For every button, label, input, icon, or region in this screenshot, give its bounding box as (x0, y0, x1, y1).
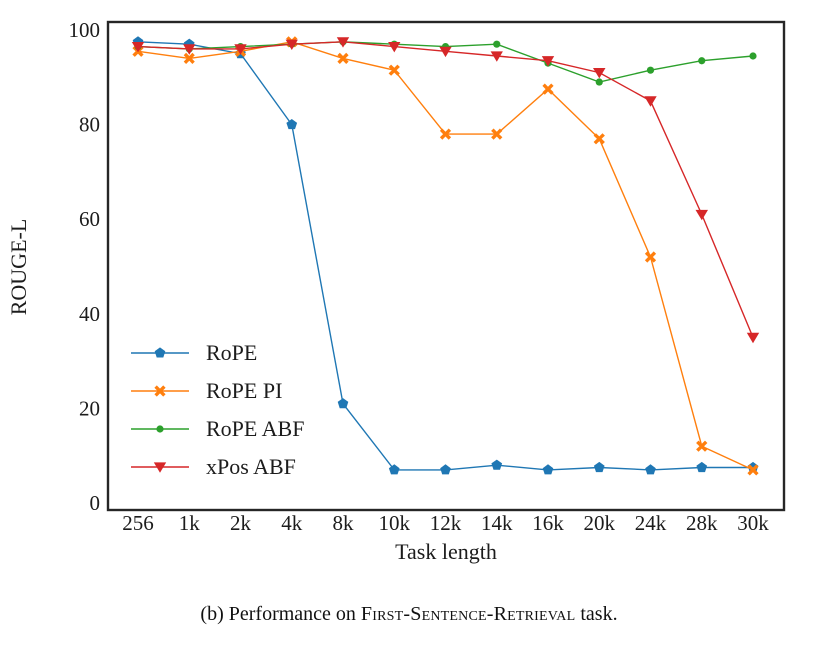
legend-label: RoPE (206, 340, 257, 365)
data-point-xpos-abf (439, 46, 452, 58)
data-point-rope (337, 398, 349, 409)
data-point-rope-abf (493, 40, 501, 48)
y-tick-label: 80 (79, 113, 100, 137)
legend-marker-x (154, 385, 166, 397)
data-point-rope-pi (183, 52, 195, 64)
y-tick-label: 100 (69, 18, 101, 42)
data-point-rope (491, 459, 503, 470)
legend-marker-triangle-down (153, 462, 167, 473)
data-point-xpos-abf (183, 44, 196, 55)
data-point-rope-pi (644, 251, 657, 263)
data-point-xpos-abf (746, 332, 760, 344)
data-point-xpos-abf (388, 42, 401, 53)
data-point-xpos-abf (490, 51, 503, 62)
y-axis-title: ROUGE-L (6, 219, 31, 316)
data-point-xpos-abf (541, 56, 555, 67)
y-tick-label: 0 (90, 491, 101, 515)
x-tick-label: 28k (686, 511, 718, 535)
legend-label: RoPE PI (206, 378, 282, 403)
rouge-l-line-chart: 0 20 40 60 80 100 256 1k 2k 4k 8k 10k 12k 14k 16k 20k 24… (6, 18, 786, 564)
data-point-rope-pi (388, 64, 400, 76)
data-point-rope (440, 464, 451, 475)
data-point-rope (696, 461, 708, 473)
x-tick-label: 1k (179, 511, 201, 535)
x-tick-label: 256 (122, 511, 154, 535)
data-point-xpos-abf (234, 44, 247, 55)
data-point-rope-abf (749, 52, 757, 60)
x-tick-label: 20k (584, 511, 616, 535)
y-tick-label: 20 (79, 396, 100, 420)
legend-label: RoPE ABF (206, 416, 304, 441)
data-point-rope-pi (593, 133, 605, 145)
data-point-rope-pi (696, 440, 708, 452)
x-tick-label: 4k (281, 511, 303, 535)
legend-marker-pentagon (154, 347, 166, 358)
data-point-rope (645, 464, 656, 475)
caption-prefix: (b) Performance on (200, 603, 361, 625)
data-point-rope-abf (698, 57, 706, 65)
data-point-xpos-abf (131, 42, 145, 53)
caption-task-name: First-Sentence-Retrieval (360, 603, 576, 625)
data-point-rope-pi (337, 52, 349, 64)
data-point-rope (593, 461, 605, 473)
data-point-xpos-abf (285, 39, 298, 50)
x-tick-label: 10k (379, 511, 411, 535)
legend-marker-circle (156, 425, 164, 433)
legend-label: xPos ABF (206, 454, 296, 479)
y-tick-label: 60 (79, 207, 100, 231)
data-point-rope-pi (439, 128, 452, 140)
series-line-rope-pi (137, 41, 754, 471)
data-point-rope-pi (747, 464, 759, 476)
y-tick-label: 40 (79, 302, 100, 326)
x-tick-label: 8k (333, 511, 355, 535)
x-tick-label: 12k (430, 511, 462, 535)
data-point-rope-abf (595, 78, 603, 86)
plot-frame (106, 20, 786, 512)
x-tick-label: 2k (230, 511, 252, 535)
data-point-rope-pi (491, 128, 503, 140)
x-tick-label: 14k (481, 511, 513, 535)
series-line-rope (137, 41, 753, 471)
x-axis-title: Task length (395, 539, 497, 564)
data-point-rope-abf (646, 66, 655, 74)
data-point-xpos-abf (593, 68, 606, 79)
x-tick-label: 30k (737, 511, 769, 535)
x-tick-label: 24k (635, 511, 667, 535)
data-point-xpos-abf (644, 96, 657, 107)
figure-caption: (b) Performance on First-Sentence-Retrie… (0, 603, 818, 626)
x-tick-label: 16k (532, 511, 564, 535)
data-point-rope-pi (542, 83, 554, 95)
data-point-xpos-abf (336, 37, 350, 48)
data-point-xpos-abf (695, 209, 708, 221)
caption-suffix: task. (575, 603, 618, 625)
data-point-rope (388, 464, 400, 475)
data-point-rope (286, 119, 298, 130)
data-point-rope (542, 464, 554, 475)
